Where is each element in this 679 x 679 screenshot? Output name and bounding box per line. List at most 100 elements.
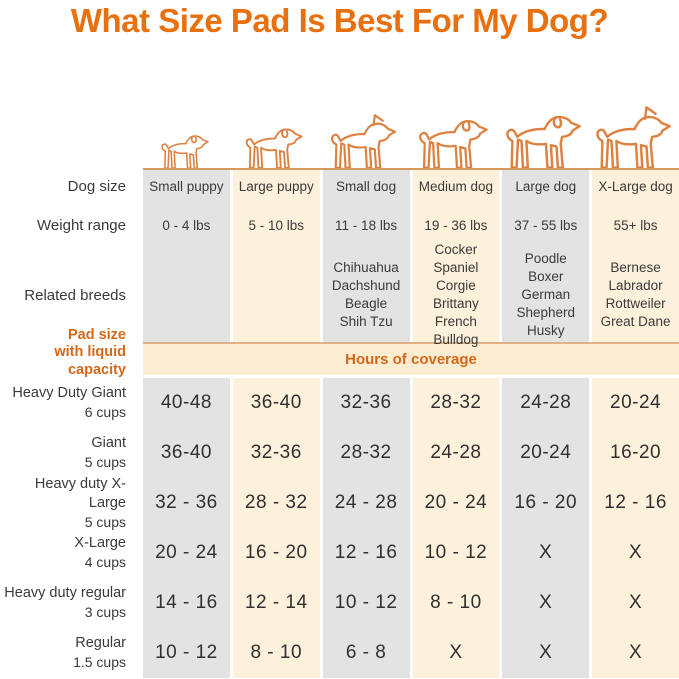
breed-line: Poodle: [524, 250, 567, 266]
pad-row-label-x-large: X-Large 4 cups: [0, 528, 140, 578]
col-header-medium-dog: Medium dog: [412, 170, 500, 202]
hours-cell: 28-32: [322, 428, 410, 478]
pad-row-name: Regular: [75, 635, 126, 652]
pad-row-label-giant: Giant 5 cups: [0, 428, 140, 478]
breed-line: Labrador: [608, 277, 663, 293]
large-puppy-icon: [245, 128, 303, 169]
dog-cell-small-puppy: [143, 88, 230, 170]
weight-cell-x-large-dog: 55+ lbs: [592, 202, 679, 248]
hours-cell: 36-40: [232, 378, 320, 428]
hours-cell: 32-36: [232, 428, 320, 478]
col-header-small-puppy: Small puppy: [143, 170, 230, 202]
col-header-x-large-dog: X-Large dog: [592, 170, 679, 202]
dog-cell-medium-dog: [413, 88, 500, 170]
weight-cell-large-dog: 37 - 55 lbs: [502, 202, 590, 248]
large-dog-icon: [506, 115, 581, 169]
ground-line: [143, 168, 679, 170]
breed-line: Shepherd: [516, 305, 576, 321]
hours-cell: X: [412, 628, 500, 678]
hours-cell: 20 - 24: [143, 528, 230, 578]
hours-cell: 16 - 20: [232, 528, 320, 578]
breed-line: French Bulldog: [433, 314, 479, 348]
pad-row-label-heavy-duty-x-large: Heavy duty X-Large 5 cups: [0, 476, 140, 530]
hours-cell: 24 - 28: [322, 478, 410, 528]
breed-line: German: [521, 286, 571, 302]
hours-cell: 20 - 24: [412, 478, 500, 528]
hours-cell: 32-36: [322, 378, 410, 428]
pad-row-name: Giant: [91, 435, 126, 452]
pad-row-label-regular: Regular 1.5 cups: [0, 628, 140, 678]
breed-line: Corgie: [436, 277, 476, 293]
hours-cell: 16-20: [592, 428, 679, 478]
breed-line: Rottweiler: [605, 296, 666, 311]
size-table: Dog size Weight range Related breeds Pad…: [0, 88, 679, 678]
row-label-related-breeds: Related breeds: [24, 286, 126, 304]
hours-cell: 10 - 12: [322, 578, 410, 628]
weight-cell-small-dog: 11 - 18 lbs: [322, 202, 410, 248]
breeds-cell-medium-dog: Cocker Spaniel Corgie Brittany French Bulld…: [412, 242, 500, 347]
hours-cell: X: [502, 528, 590, 578]
col-header-large-puppy: Large puppy: [232, 170, 320, 202]
breed-line: Chihuahua: [333, 259, 399, 275]
pad-row-label-heavy-duty-giant: Heavy Duty Giant 6 cups: [0, 378, 140, 428]
breed-line: Beagle: [345, 296, 388, 311]
breeds-cell-large-dog: Poodle Boxer German Shepherd Husky: [502, 248, 590, 342]
page-title: What Size Pad Is Best For My Dog?: [70, 2, 609, 39]
pad-row-capacity: 6 cups: [84, 404, 126, 421]
col-header-small-dog: Small dog: [322, 170, 410, 202]
hours-cell: 12 - 14: [232, 578, 320, 628]
pad-row-name: X-Large: [74, 535, 126, 552]
hours-of-coverage-label: Hours of coverage: [345, 351, 477, 368]
pad-row-capacity: 3 cups: [84, 604, 126, 621]
weight-cell-small-puppy: 0 - 4 lbs: [143, 202, 230, 248]
breed-line: Boxer: [528, 268, 564, 284]
hours-cell: 36-40: [143, 428, 230, 478]
breed-line: Shih Tzu: [339, 314, 393, 330]
pad-row-name: Heavy Duty Giant: [12, 385, 126, 402]
breeds-cell-x-large-dog: Bernese Labrador Rottweiler Great Dane: [592, 248, 679, 342]
breed-line: Husky: [526, 323, 565, 339]
hours-cell: 10 - 12: [143, 628, 230, 678]
pad-size-label-line2: with liquid capacity: [54, 344, 126, 378]
hours-cell: 10 - 12: [412, 528, 500, 578]
x-large-dog-icon: [595, 106, 671, 169]
pad-row-capacity: 5 cups: [84, 454, 126, 471]
breeds-cell-large-puppy: [232, 248, 320, 342]
weight-cell-medium-dog: 19 - 36 lbs: [412, 202, 500, 248]
dog-cell-large-dog: [502, 88, 589, 170]
dog-cell-x-large-dog: [592, 88, 679, 170]
hours-cell: 28 - 32: [232, 478, 320, 528]
hours-cell: X: [592, 578, 679, 628]
pad-row-capacity: 1.5 cups: [73, 654, 126, 671]
hours-cell: 28-32: [412, 378, 500, 428]
hours-cell: 12 - 16: [322, 528, 410, 578]
pad-row-label-heavy-duty-regular: Heavy duty regular 3 cups: [0, 578, 140, 628]
breeds-cell-small-dog: Chihuahua Dachshund Beagle Shih Tzu: [322, 248, 410, 342]
hours-cell: X: [592, 628, 679, 678]
pad-row-name: Heavy duty X-Large: [34, 476, 126, 511]
small-puppy-icon: [161, 135, 209, 169]
col-header-large-dog: Large dog: [502, 170, 590, 202]
dog-cell-small-dog: [323, 88, 410, 170]
hours-cell: 6 - 8: [322, 628, 410, 678]
small-dog-icon: [331, 114, 397, 169]
hours-cell: 8 - 10: [232, 628, 320, 678]
breed-line: Brittany: [433, 296, 479, 311]
breed-line: Cocker Spaniel: [433, 241, 479, 275]
hours-cell: 16 - 20: [502, 478, 590, 528]
hours-cell: 8 - 10: [412, 578, 500, 628]
breed-line: Great Dane: [600, 314, 671, 330]
row-label-dog-size: Dog size: [67, 177, 126, 195]
pad-row-name: Heavy duty regular: [4, 585, 126, 602]
medium-dog-icon: [419, 120, 488, 169]
dog-cell-large-puppy: [233, 88, 320, 170]
hours-cell: X: [502, 628, 590, 678]
hours-cell: 20-24: [502, 428, 590, 478]
pad-size-label-line1: Pad size: [67, 327, 126, 344]
breeds-cell-small-puppy: [143, 248, 230, 342]
pad-size-label: Pad size with liquid capacity: [0, 327, 140, 377]
pad-row-capacity: 4 cups: [84, 554, 126, 571]
hours-cell: 24-28: [502, 378, 590, 428]
hours-cell: X: [592, 528, 679, 578]
